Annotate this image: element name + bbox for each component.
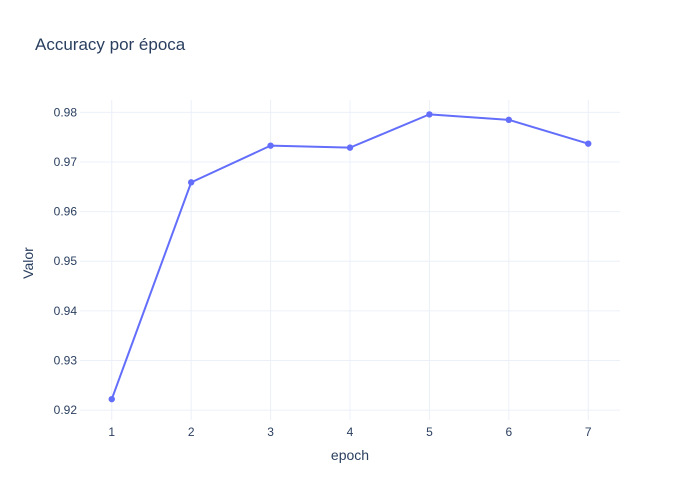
- x-tick-label: 6: [505, 425, 512, 439]
- x-axis-title: epoch: [331, 447, 369, 463]
- x-tick-label: 4: [347, 425, 354, 439]
- data-point[interactable]: [346, 144, 354, 151]
- y-axis-title: Valor: [20, 247, 36, 279]
- y-tick-label: 0.97: [54, 155, 78, 169]
- y-tick-label: 0.94: [54, 304, 78, 318]
- x-tick-label: 2: [188, 425, 195, 439]
- chart-title: Accuracy por época: [35, 35, 186, 54]
- x-tick-label: 7: [585, 425, 592, 439]
- data-point[interactable]: [505, 116, 513, 124]
- data-point[interactable]: [426, 111, 433, 118]
- x-tick-label: 3: [267, 425, 274, 439]
- y-tick-label: 0.95: [54, 254, 78, 268]
- gridlines: [80, 100, 620, 420]
- data-point[interactable]: [585, 140, 592, 147]
- y-tick-label: 0.93: [54, 353, 78, 367]
- data-point[interactable]: [267, 142, 274, 149]
- y-axis-ticks: 0.92 0.93 0.94 0.95 0.96 0.97 0.98: [54, 105, 78, 417]
- series-layer: [108, 111, 592, 403]
- x-tick-label: 5: [426, 425, 433, 439]
- y-tick-label: 0.96: [54, 205, 78, 219]
- y-tick-label: 0.92: [54, 403, 78, 417]
- data-point[interactable]: [187, 179, 195, 186]
- x-axis-ticks: 1 2 3 4 5 6 7: [108, 425, 591, 439]
- x-tick-label: 1: [108, 425, 115, 439]
- data-point[interactable]: [108, 395, 115, 403]
- y-tick-label: 0.98: [54, 105, 78, 119]
